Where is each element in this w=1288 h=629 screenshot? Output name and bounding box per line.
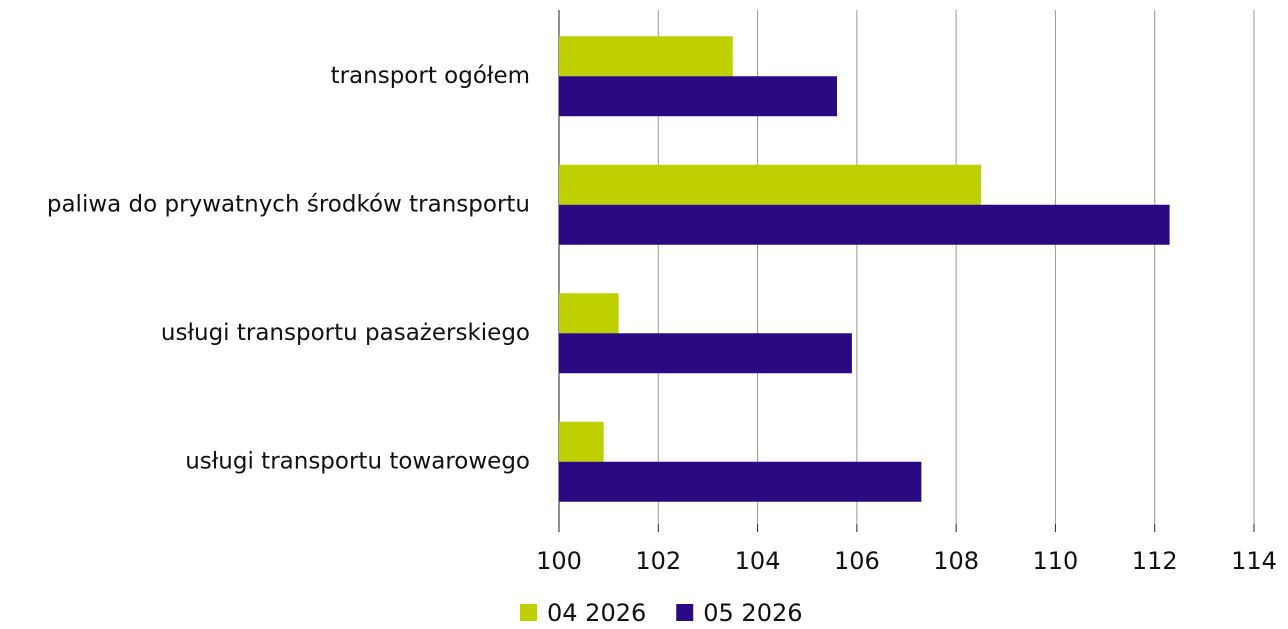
y-tick-label: usługi transportu towarowego [185,448,530,474]
y-tick-label: paliwa do prywatnych środków transportu [47,191,530,217]
legend-label: 04 2026 [547,599,646,627]
x-tick-label: 108 [933,547,979,575]
y-tick-label: transport ogółem [331,63,530,89]
legend-swatch [676,604,694,621]
x-tick-label: 100 [536,547,582,575]
x-tick-label: 106 [834,547,880,575]
bar [559,293,619,334]
x-tick-label: 110 [1033,547,1079,575]
bar [559,204,1170,245]
x-tick-label: 102 [635,547,681,575]
bar [559,76,837,117]
legend-swatch [520,604,537,621]
x-tick-label: 112 [1132,547,1178,575]
bar [559,36,733,77]
y-tick-label: usługi transportu pasażerskiego [161,320,530,346]
bar [559,164,981,205]
x-tick-label: 104 [735,547,781,575]
bar [559,421,604,462]
bar [559,333,852,374]
bar [559,461,922,502]
legend-label: 05 2026 [703,599,802,627]
x-tick-label: 114 [1231,547,1277,575]
